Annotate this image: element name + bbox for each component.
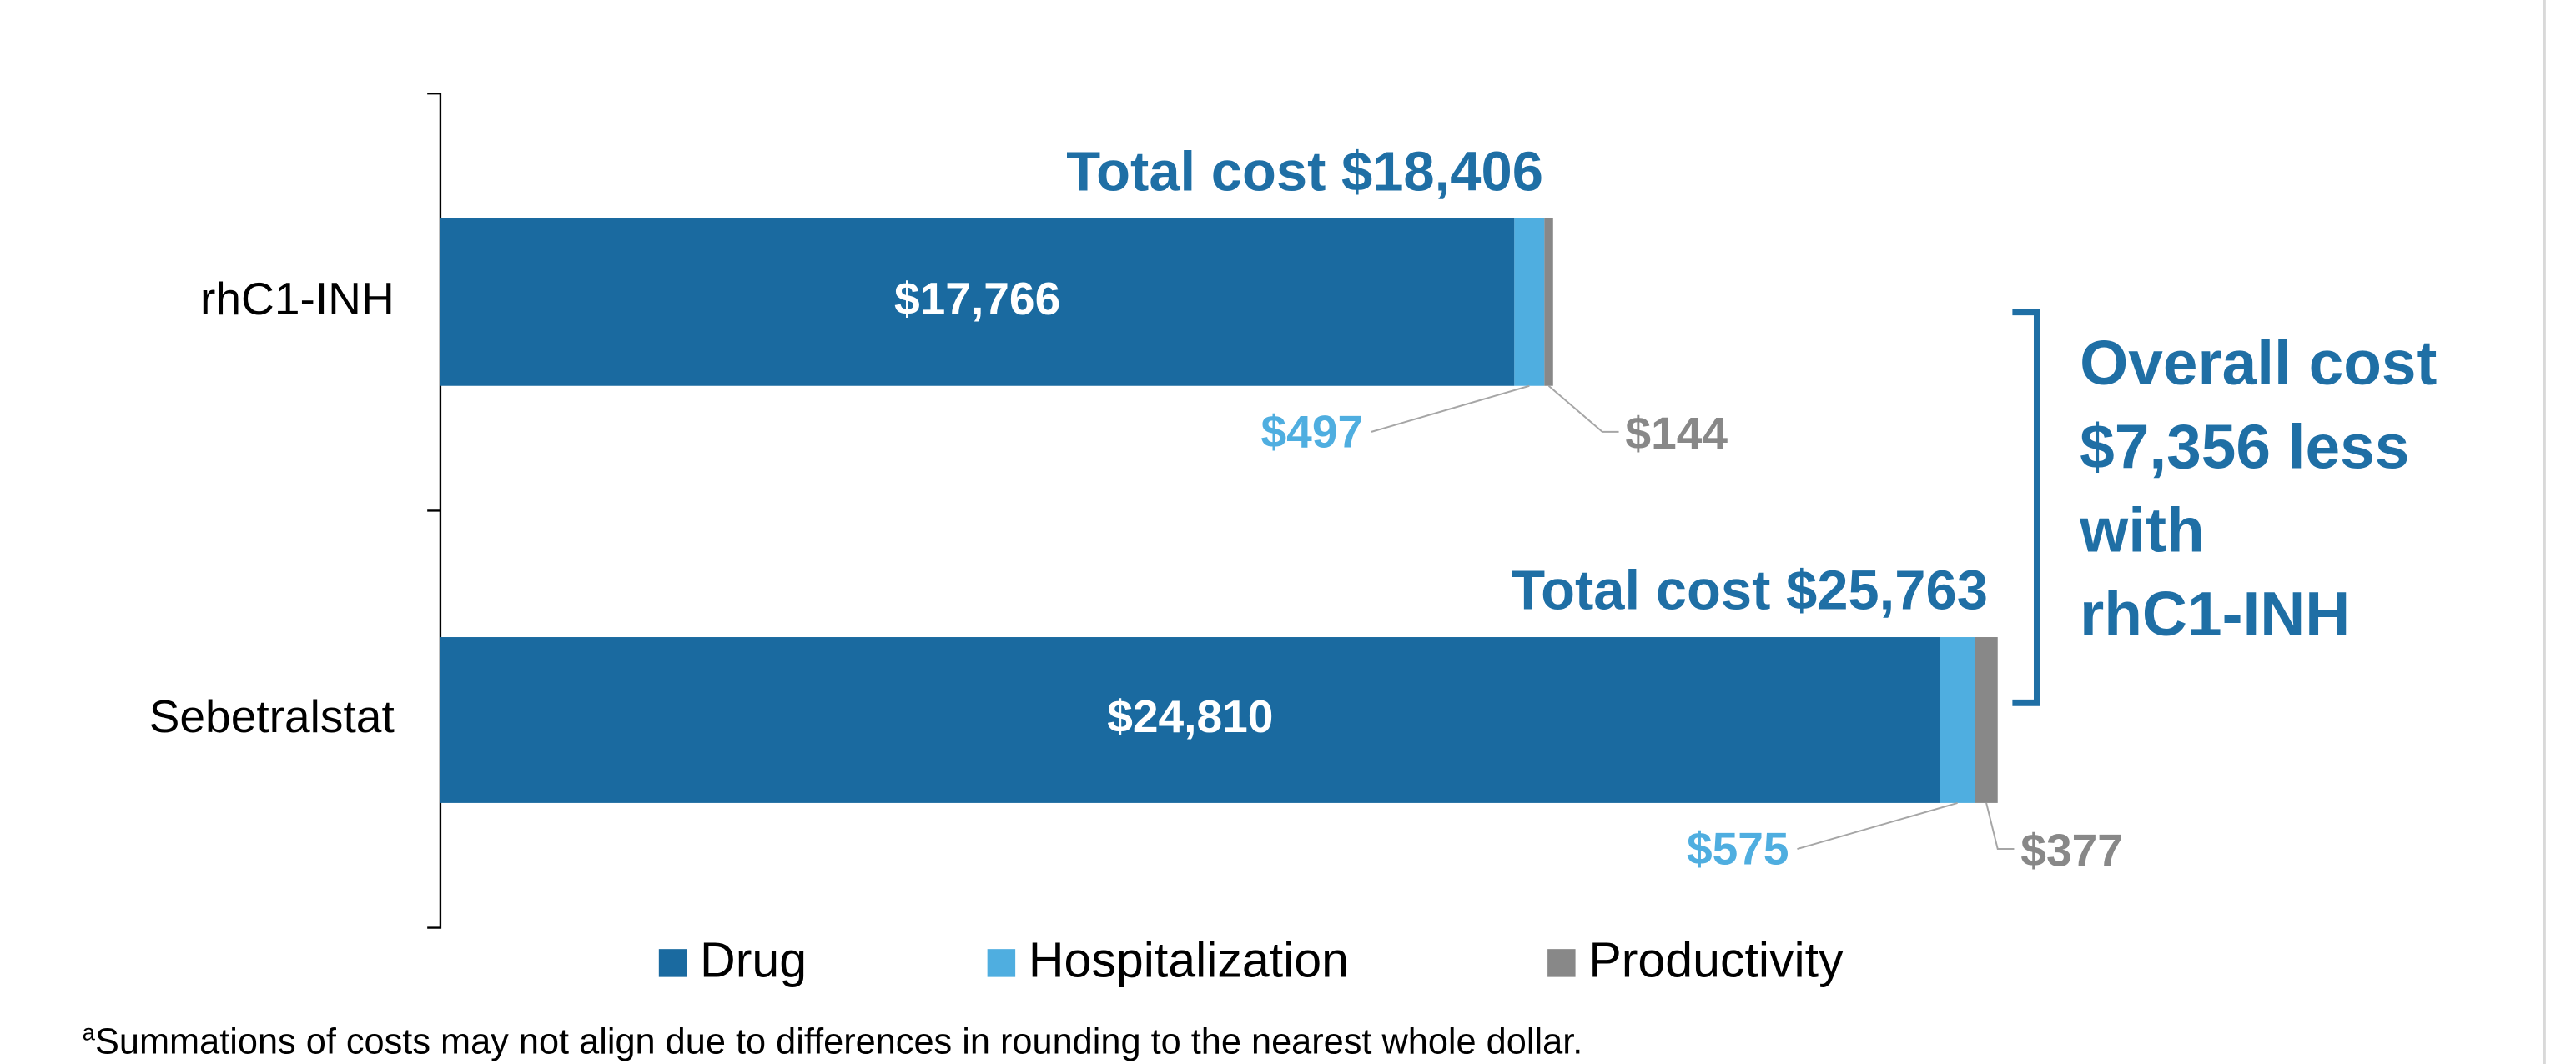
category-label: Sebetralstat	[149, 690, 395, 742]
footnote-marker: a	[83, 1020, 96, 1046]
legend-label: Productivity	[1588, 932, 1844, 987]
value-label: $144	[1625, 407, 1728, 459]
bar-segment	[1514, 218, 1545, 386]
leader-line	[1797, 801, 1958, 850]
legend-swatch	[987, 949, 1016, 977]
bar-segment	[1975, 637, 1998, 803]
annotation-line: Overall cost	[2080, 328, 2437, 398]
value-label: $575	[1687, 823, 1789, 875]
category-label: rhC1-INH	[200, 273, 395, 324]
footnote-text: Summations of costs may not align due to…	[95, 1022, 1582, 1062]
footnote: aSummations of costs may not align due t…	[83, 1020, 1583, 1062]
value-label: $377	[2020, 825, 2123, 876]
bracket	[2012, 309, 2040, 706]
legend-swatch	[1547, 949, 1576, 977]
legend-label: Hospitalization	[1029, 932, 1349, 987]
legend-label: Drug	[700, 932, 807, 987]
leader-line	[1371, 384, 1530, 433]
leader-line	[1547, 384, 1619, 433]
legend-swatch	[658, 949, 687, 977]
bar-segment	[1940, 637, 1975, 803]
leader-line	[1985, 802, 2015, 851]
value-label: $24,810	[1107, 690, 1273, 742]
annotation-line: rhC1-INH	[2080, 579, 2350, 649]
annotation-line: $7,356 less	[2080, 411, 2409, 481]
value-label: $497	[1261, 405, 1364, 457]
bar-segment	[440, 637, 1940, 803]
value-label: $17,766	[894, 273, 1060, 324]
total-label: Total cost $25,763	[1511, 560, 1988, 622]
bar-segment	[1544, 218, 1553, 386]
bar-segment	[440, 218, 1515, 386]
total-label: Total cost $18,406	[1066, 140, 1543, 203]
annotation-line: with	[2079, 495, 2205, 565]
category-axis	[427, 93, 442, 929]
